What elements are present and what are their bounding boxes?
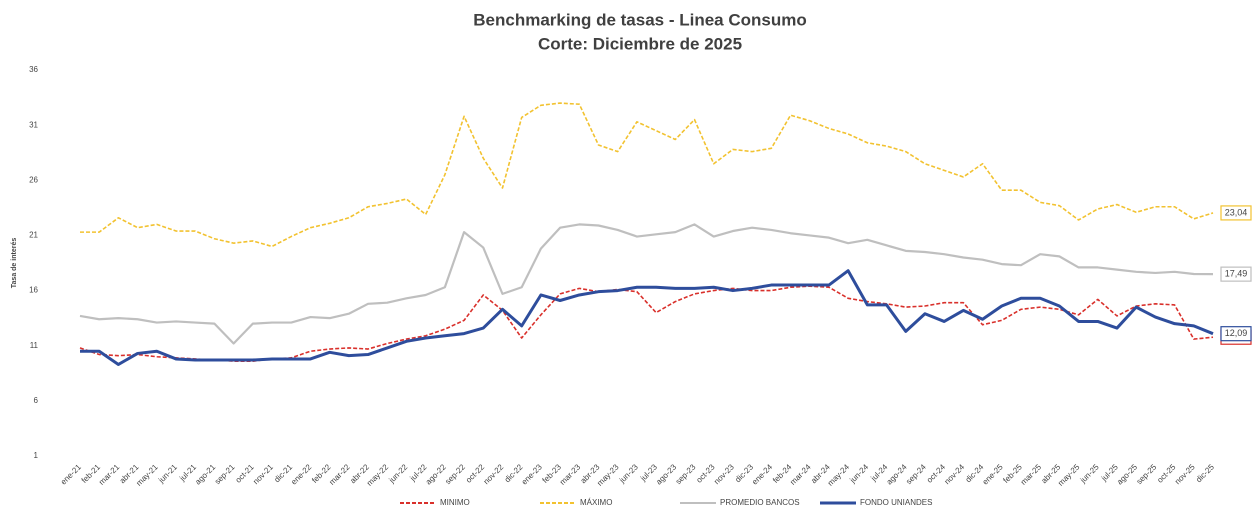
x-tick-label: mar-23 [558,462,583,487]
x-tick-label: nov-21 [251,462,275,486]
x-tick-label: ago-21 [193,462,217,486]
x-tick-label: mar-22 [327,462,352,487]
value-label-box [1220,266,1252,282]
x-tick-label: may-23 [595,462,621,488]
legend-label: MINIMO [440,498,470,507]
value-label: 12,09 [1225,328,1248,338]
value-label: 17,49 [1225,269,1248,279]
x-tick-label: may-25 [1056,462,1082,488]
x-tick-label: nov-25 [1173,462,1197,486]
y-tick-label: 11 [30,341,39,350]
x-tick-label: nov-24 [943,462,967,486]
y-tick-label: 31 [29,120,38,129]
x-tick-label: ago-22 [424,462,448,486]
x-tick-label: ene-22 [289,462,313,486]
x-tick-label: jun-25 [1078,462,1101,485]
x-tick-label: sep-22 [443,462,467,486]
x-tick-label: jun-21 [156,462,179,485]
x-tick-label: jun-22 [387,462,410,485]
x-tick-label: may-21 [134,462,160,488]
x-tick-label: ago-24 [885,462,909,486]
x-tick-label: mar-21 [97,462,122,487]
value-label: 23,04 [1225,207,1248,217]
x-tick-label: sep-21 [213,462,237,486]
chart-subtitle: Corte: Diciembre de 2025 [538,34,742,53]
legend-label: MÁXIMO [580,498,612,507]
x-tick-label: jun-23 [617,462,640,485]
x-tick-label: dic-25 [1194,462,1216,484]
x-tick-label: mar-24 [788,462,813,487]
y-axis-label: Tasa de interés [11,238,18,289]
value-label-box [1220,205,1252,221]
series-line [79,223,1214,345]
y-tick-label: 36 [29,65,38,74]
series-line [79,285,1214,362]
x-tick-label: nov-23 [712,462,736,486]
value-label-box [1220,326,1252,342]
y-tick-label: 26 [29,175,38,184]
x-tick-label: ene-23 [520,462,544,486]
x-tick-label: nov-22 [482,462,506,486]
chart-title: Benchmarking de tasas - Linea Consumo [473,10,806,29]
x-tick-label: may-24 [826,462,852,488]
series-line [80,102,1214,248]
series-line [80,269,1214,366]
y-tick-label: 21 [29,231,38,240]
x-tick-label: mar-25 [1019,462,1044,487]
legend-label: FONDO UNIANDES [860,498,932,507]
y-tick-label: 1 [34,451,39,460]
x-tick-label: jun-24 [847,462,870,485]
x-tick-label: ago-23 [654,462,678,486]
x-tick-label: sep-25 [1135,462,1159,486]
x-tick-label: ene-21 [59,462,83,486]
x-tick-label: sep-23 [674,462,698,486]
x-tick-label: ene-25 [981,462,1005,486]
x-tick-label: ago-25 [1115,462,1139,486]
y-tick-label: 16 [29,286,38,295]
x-tick-label: sep-24 [904,462,928,486]
y-tick-label: 6 [34,396,39,405]
x-tick-label: may-22 [365,462,391,488]
legend-label: PROMEDIO BANCOS [720,498,800,507]
x-tick-label: ene-24 [750,462,774,486]
